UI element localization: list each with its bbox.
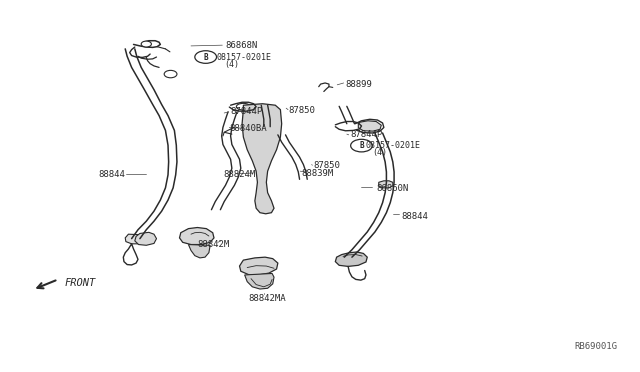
Text: 87850: 87850 (314, 161, 340, 170)
Text: 88842MA: 88842MA (248, 294, 286, 303)
Circle shape (141, 41, 152, 47)
Text: FRONT: FRONT (65, 278, 96, 288)
Polygon shape (244, 273, 274, 289)
Text: 08157-0201E: 08157-0201E (216, 52, 271, 61)
Text: B: B (204, 52, 208, 61)
Text: (4): (4) (372, 148, 387, 157)
Text: 88839M: 88839M (301, 169, 333, 178)
Text: 88899: 88899 (346, 80, 372, 89)
Polygon shape (358, 121, 381, 131)
Text: RB69001G: RB69001G (574, 342, 617, 351)
Polygon shape (179, 228, 214, 244)
Polygon shape (335, 252, 367, 266)
Text: 87850: 87850 (288, 106, 315, 115)
Text: 88840BA: 88840BA (229, 124, 267, 134)
Text: 08157-0201E: 08157-0201E (366, 141, 421, 151)
Polygon shape (125, 234, 149, 244)
Polygon shape (239, 257, 278, 275)
Text: 88844: 88844 (99, 170, 125, 179)
Polygon shape (242, 104, 282, 214)
Text: 88844: 88844 (402, 212, 429, 221)
Text: 87844P: 87844P (230, 108, 263, 116)
Text: 87844P: 87844P (351, 130, 383, 140)
Polygon shape (379, 181, 393, 188)
Text: B: B (359, 141, 364, 150)
Text: (4): (4) (224, 60, 239, 69)
Circle shape (351, 139, 372, 152)
Text: 88824M: 88824M (223, 170, 255, 179)
Text: 88842M: 88842M (197, 240, 230, 249)
Polygon shape (188, 244, 210, 258)
Text: 86860N: 86860N (376, 184, 408, 193)
Circle shape (195, 51, 216, 63)
Polygon shape (135, 232, 157, 245)
Text: 86868N: 86868N (225, 41, 258, 50)
